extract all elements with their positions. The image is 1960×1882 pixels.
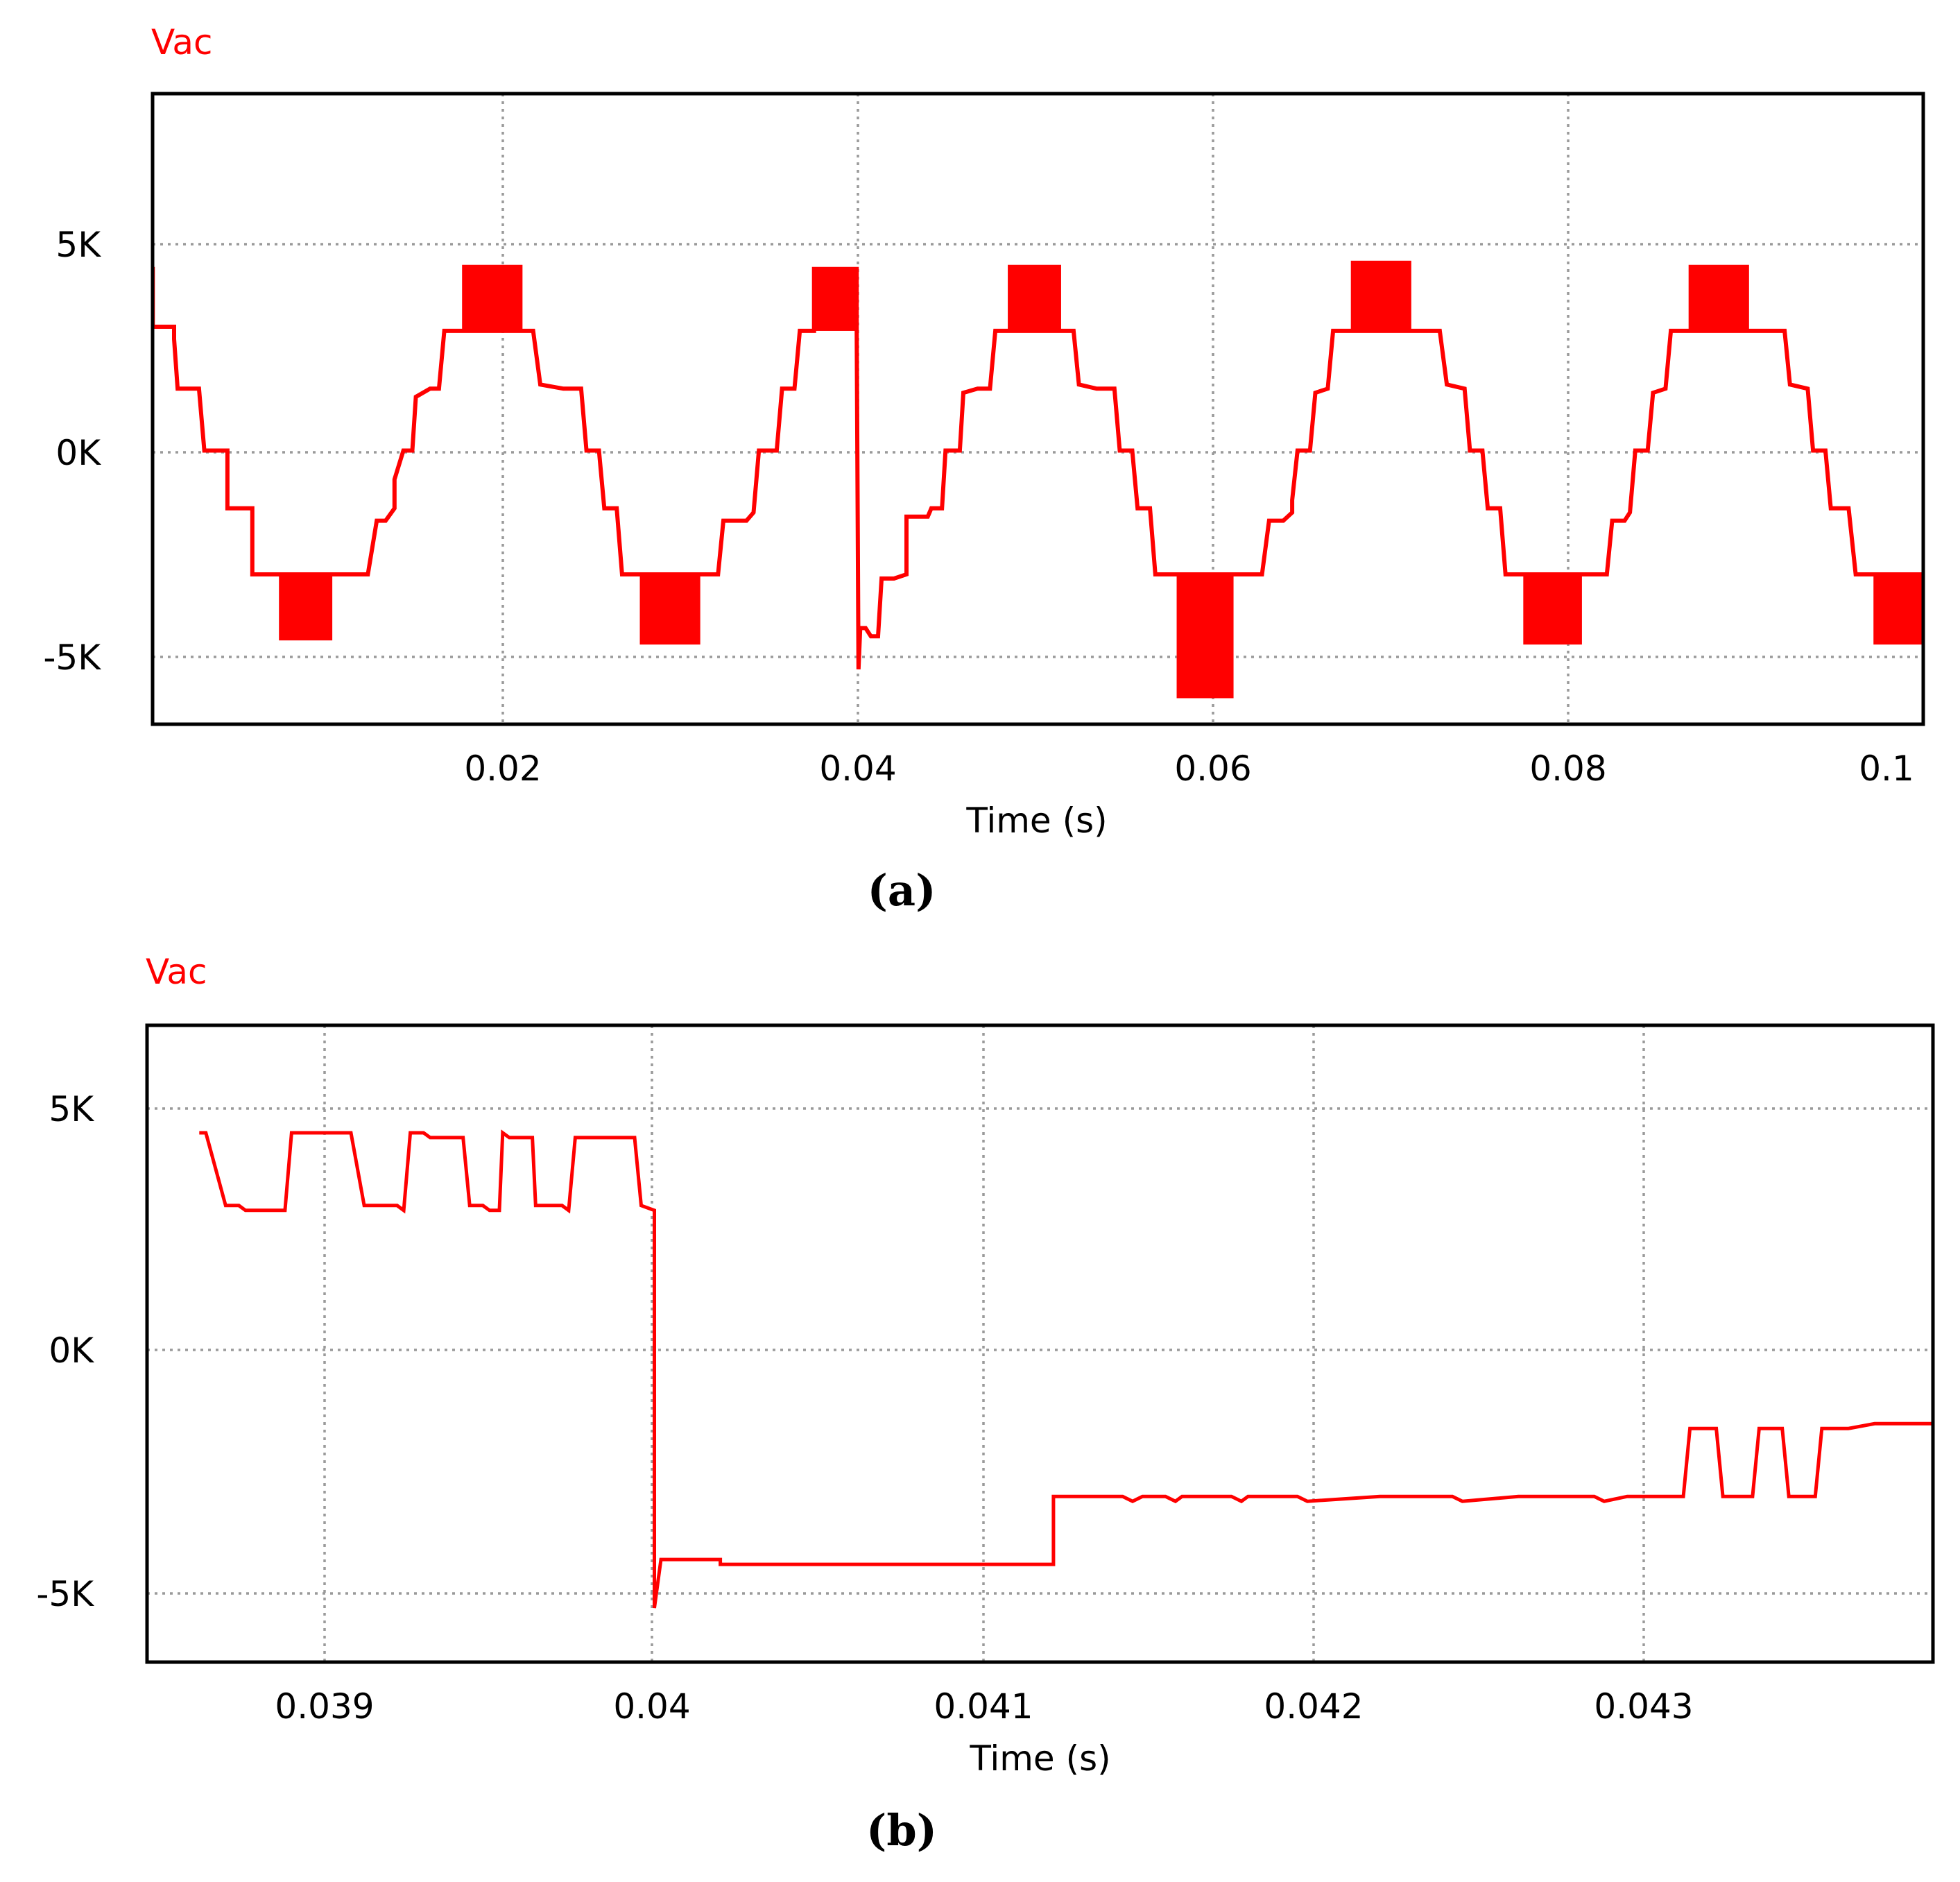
switching-band — [1873, 574, 1923, 645]
y-tick-label: -5K — [43, 638, 101, 678]
series-label: Vac — [146, 952, 207, 992]
x-tick-label: 0.1 — [1859, 748, 1914, 789]
switching-band — [1350, 260, 1411, 331]
x-axis-label: Time (s) — [969, 1738, 1110, 1779]
grid — [147, 1025, 1933, 1662]
switching-band — [1176, 574, 1234, 699]
switching-band — [279, 574, 333, 641]
x-tick-label: 0.02 — [464, 748, 541, 789]
panel-caption: (b) — [866, 1805, 937, 1856]
x-tick-label: 0.039 — [275, 1686, 374, 1727]
series-line — [153, 266, 1923, 670]
x-axis-label: Time (s) — [965, 801, 1107, 841]
y-tick-label: -5K — [36, 1574, 94, 1614]
x-tick-label: 0.042 — [1264, 1686, 1363, 1727]
switching-band — [639, 574, 700, 645]
y-tick-label: 0K — [49, 1331, 94, 1371]
x-tick-label: 0.041 — [934, 1686, 1033, 1727]
x-tick-label: 0.04 — [613, 1686, 690, 1727]
y-tick-label: 5K — [49, 1089, 94, 1129]
plot-frame — [151, 92, 1925, 726]
switching-band — [1523, 574, 1582, 645]
series-label: Vac — [151, 22, 212, 62]
y-tick-label: 0K — [55, 433, 101, 473]
x-tick-label: 0.08 — [1529, 748, 1606, 789]
plot-area — [199, 1129, 1933, 1609]
x-tick-label: 0.04 — [819, 748, 896, 789]
grid — [153, 94, 1923, 724]
y-tick-label: 5K — [55, 225, 101, 265]
switching-band — [1688, 264, 1749, 331]
plot-frame — [145, 1023, 1935, 1664]
x-tick-label: 0.043 — [1594, 1686, 1693, 1727]
switching-band — [1008, 264, 1061, 331]
switching-band — [814, 268, 857, 331]
series-line — [199, 1129, 1933, 1609]
panel-a: Vac 5K 0K -5K 0.02 0.04 0.06 0.08 0.1 Ti… — [43, 22, 1925, 916]
switching-band — [462, 264, 523, 331]
panel-b: Vac 5K 0K -5K 0.039 0.04 0.041 0.042 0.0… — [36, 952, 1935, 1856]
plot-area — [153, 260, 1923, 699]
x-tick-label: 0.06 — [1174, 748, 1251, 789]
panel-caption: (a) — [868, 865, 936, 916]
